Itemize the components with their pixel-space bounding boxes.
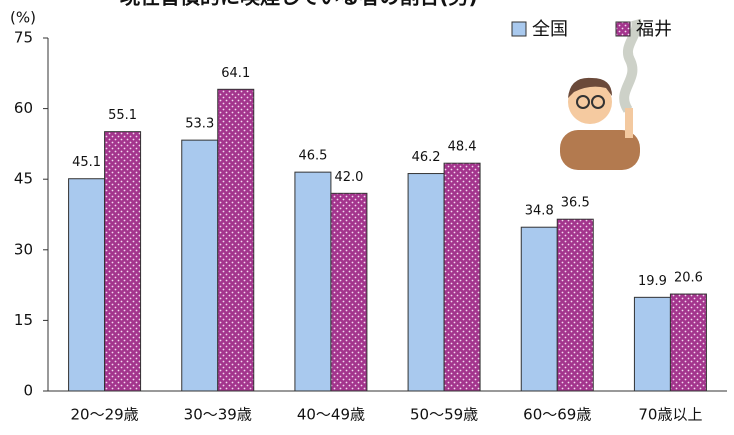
value-label: 55.1 <box>108 108 137 123</box>
legend-label: 全国 <box>532 19 568 40</box>
bar <box>633 296 671 392</box>
x-tick-label: 20〜29歳 <box>70 406 138 424</box>
bar <box>443 162 481 392</box>
y-tick-label: 15 <box>14 311 33 329</box>
y-tick-label: 0 <box>23 382 33 400</box>
value-label: 45.1 <box>72 155 101 170</box>
value-label: 20.6 <box>674 271 703 286</box>
bar <box>68 178 106 392</box>
bar <box>330 192 368 392</box>
value-label: 48.4 <box>448 140 477 155</box>
x-tick-label: 40〜49歳 <box>297 406 365 424</box>
bar <box>407 173 445 392</box>
x-tick-label: 50〜59歳 <box>410 406 478 424</box>
y-tick-label: 75 <box>14 29 33 47</box>
chart-title: 現在習慣的に喫煙している者の割合(男) <box>120 0 478 9</box>
bar <box>520 226 558 392</box>
y-tick-label: 60 <box>14 99 33 117</box>
bar <box>556 218 594 392</box>
y-tick-label: 45 <box>14 170 33 188</box>
x-tick-label: 60〜69歳 <box>523 406 591 424</box>
bar <box>294 171 332 392</box>
y-axis-label: (%) <box>10 9 36 27</box>
bar <box>181 139 219 392</box>
value-label: 53.3 <box>185 117 214 132</box>
legend-swatch <box>511 21 527 37</box>
value-label: 46.5 <box>298 149 327 164</box>
legend-swatch <box>615 21 631 37</box>
value-label: 34.8 <box>525 204 554 219</box>
value-label: 36.5 <box>561 196 590 211</box>
illustration <box>560 18 642 170</box>
value-label: 42.0 <box>334 170 363 185</box>
value-label: 64.1 <box>221 66 250 81</box>
legend-label: 福井 <box>636 19 672 40</box>
value-label: 46.2 <box>412 150 441 165</box>
y-tick-label: 30 <box>14 240 33 258</box>
bar <box>669 293 707 392</box>
value-label: 19.9 <box>638 274 667 289</box>
x-tick-label: 30〜39歳 <box>184 406 252 424</box>
bar <box>217 88 255 392</box>
bar <box>104 131 142 392</box>
x-tick-label: 70歳以上 <box>638 406 702 424</box>
